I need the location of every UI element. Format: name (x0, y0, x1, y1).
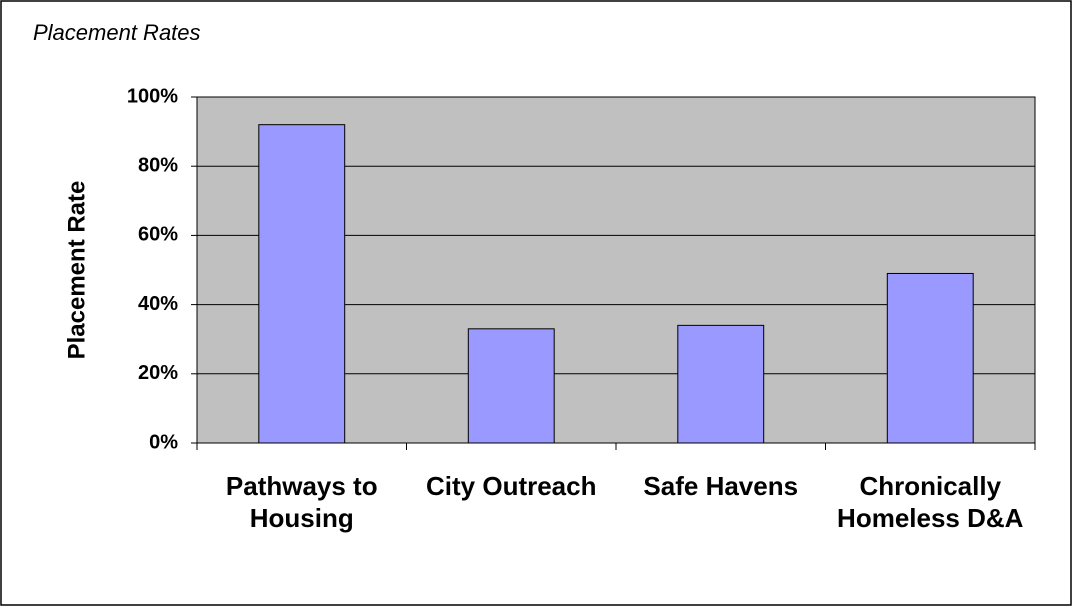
y-tick-label: 100% (127, 85, 178, 107)
y-tick-label: 60% (138, 224, 178, 246)
bar (677, 324, 765, 444)
bar (467, 328, 555, 444)
y-tick-label: 0% (149, 431, 178, 453)
y-tick-label: 80% (138, 154, 178, 176)
y-tick-label: 20% (138, 362, 178, 384)
bar (258, 124, 346, 444)
chart-title: Placement Rates (33, 20, 201, 45)
x-tick-label: City Outreach (426, 471, 597, 501)
bar (886, 272, 974, 444)
x-tick-label: Safe Havens (643, 471, 799, 501)
y-axis-label: Placement Rate (63, 181, 90, 360)
x-tick-label: Chronically Homeless D&A (837, 471, 1024, 533)
y-tick-label: 40% (138, 293, 178, 315)
x-tick-label: Pathways to Housing (225, 471, 378, 533)
